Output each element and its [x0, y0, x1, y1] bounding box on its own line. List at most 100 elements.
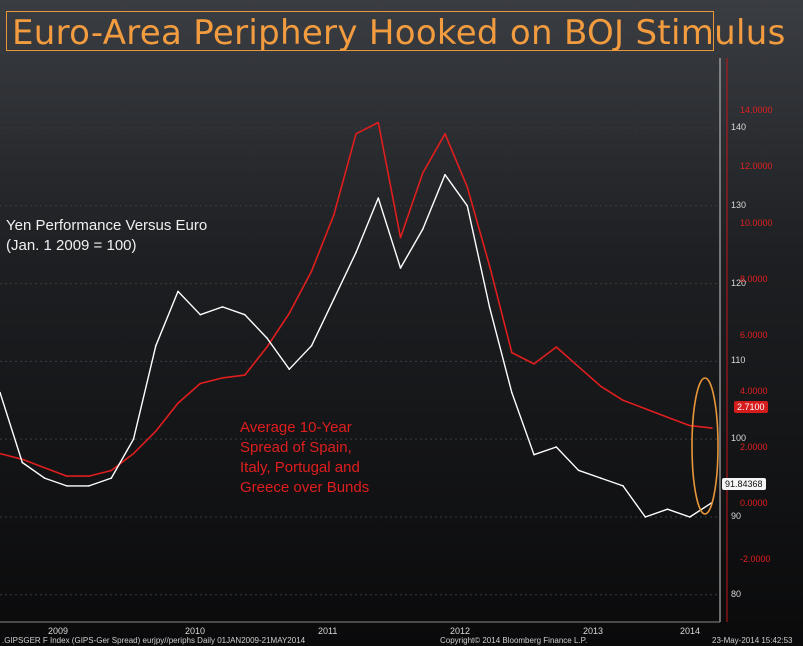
spread-line-point: [65, 475, 68, 477]
title-box: [6, 11, 714, 51]
yen-line-point: [533, 453, 535, 456]
spread-line-point: [421, 172, 424, 174]
right-axis-tick-label: 12.0000: [740, 161, 773, 172]
yen-line-point: [243, 313, 246, 316]
spread-line-point: [154, 430, 157, 432]
spread-line-point: [110, 469, 113, 472]
spread-annotation-line2: Spread of Spain,: [240, 439, 352, 456]
left-axis-tick-label: 120: [731, 277, 747, 288]
yen-line-point: [199, 313, 202, 316]
yen-line-point: [21, 461, 24, 464]
yen-line-point: [644, 516, 647, 518]
yen-line-point: [666, 508, 669, 511]
spread-line-point: [88, 475, 90, 477]
yen-line-point: [0, 391, 1, 394]
spread-line-point: [533, 363, 535, 365]
left-axis-tick-label: 110: [731, 355, 746, 366]
spread-line-point: [666, 416, 669, 418]
right-axis-tick-label: 6.0000: [740, 329, 768, 340]
left-axis-tick-label: 100: [731, 433, 747, 444]
yen-line-point: [355, 251, 357, 254]
right-axis-tick-label: 10.0000: [740, 217, 773, 228]
left-axis-tick-label: 140: [731, 122, 747, 132]
x-axis-tick-label: 2010: [185, 626, 206, 636]
yen-line-point: [399, 267, 402, 269]
yen-line-point: [444, 173, 446, 176]
yen-line-point: [88, 485, 90, 487]
yen-line-point: [332, 298, 335, 300]
right-axis-tick-label: -2.0000: [740, 554, 771, 565]
spread-line-point: [555, 346, 558, 348]
yen-annotation-line2: (Jan. 1 2009 = 100): [6, 237, 137, 254]
yen-annotation: Yen Performance Versus Euro (Jan. 1 2009…: [6, 216, 207, 256]
yen-line-point: [510, 391, 513, 394]
spread-line-point: [599, 385, 602, 388]
spread-line-point: [622, 399, 624, 402]
yen-last-value-tag: 91.84368: [722, 478, 766, 490]
spread-line-point: [444, 132, 446, 135]
yen-line-point: [555, 446, 558, 448]
spread-line-point: [466, 186, 469, 188]
yen-line-point: [288, 368, 291, 370]
spread-line-point: [377, 121, 380, 124]
gridlines: [0, 127, 720, 596]
right-axis-tick-label: 0.0000: [740, 498, 768, 509]
spread-line-point: [43, 466, 46, 469]
spread-line-point: [644, 407, 647, 410]
yen-line-point: [221, 306, 224, 308]
footer-copyright: Copyright© 2014 Bloomberg Finance L.P.: [440, 636, 588, 645]
footer-timestamp: 23-May-2014 15:42:53: [712, 636, 793, 645]
spread-line-point: [243, 374, 246, 376]
spread-line-point: [711, 427, 713, 429]
spread-line-point: [177, 402, 179, 404]
spread-line-point: [577, 365, 580, 368]
yen-line-point: [377, 197, 380, 199]
yen-annotation-line1: Yen Performance Versus Euro: [6, 217, 208, 234]
yen-line-point: [132, 438, 135, 440]
chart-title: Euro-Area Periphery Hooked on BOJ Stimul…: [12, 13, 786, 53]
footer-index-label: .GIPSGER F Index (GIPS-Ger Spread) eurjp…: [2, 636, 306, 645]
yen-line-point: [266, 337, 268, 339]
yen-line-point: [154, 345, 157, 347]
yen-line-point: [577, 469, 580, 472]
spread-line-point: [0, 452, 1, 455]
spread-line-point: [266, 346, 268, 348]
yen-line-point: [599, 477, 602, 479]
spread-annotation-line3: Italy, Portugal and: [240, 459, 360, 476]
yen-line-point: [65, 485, 68, 487]
yen-line-point: [688, 516, 691, 518]
right-axis-tick-label: 2.0000: [740, 442, 768, 453]
x-axis-tick-label: 2009: [48, 626, 69, 636]
yen-series-line: [0, 173, 713, 518]
yen-line-point: [110, 477, 113, 479]
x-axis-tick-label: 2011: [318, 626, 338, 636]
spread-line-point: [510, 351, 513, 354]
spread-last-value-tag: 2.7100: [734, 401, 768, 413]
spread-annotation-line1: Average 10-Year: [240, 419, 352, 436]
x-axis-tick-label: 2012: [450, 626, 471, 636]
spread-line-point: [199, 382, 202, 385]
x-axis-tick-label: 2014: [680, 626, 701, 636]
spread-line-point: [310, 270, 313, 273]
spread-line-point: [132, 452, 135, 455]
yen-line-point: [310, 345, 313, 347]
spread-line-point: [288, 312, 291, 315]
spread-line-point: [688, 424, 691, 427]
yen-line-point: [43, 477, 46, 479]
left-axis-tick-label: 80: [731, 588, 742, 599]
yen-line-point: [622, 485, 624, 487]
yen-line-point: [421, 228, 424, 230]
spread-line-point: [355, 132, 357, 135]
yen-line-point: [466, 205, 469, 207]
spread-line-point: [332, 214, 335, 216]
highlight-ellipse: [691, 377, 719, 515]
spread-line-point: [488, 264, 491, 267]
spread-line-point: [221, 377, 224, 379]
yen-line-point: [488, 306, 491, 308]
right-axis-tick-label: 4.0000: [740, 385, 768, 396]
right-axis-tick-label: 14.0000: [740, 105, 773, 116]
spread-annotation: Average 10-Year Spread of Spain, Italy, …: [240, 418, 369, 498]
left-axis-tick-label: 130: [731, 199, 747, 210]
right-axis-tick-label: 8.0000: [740, 273, 768, 284]
